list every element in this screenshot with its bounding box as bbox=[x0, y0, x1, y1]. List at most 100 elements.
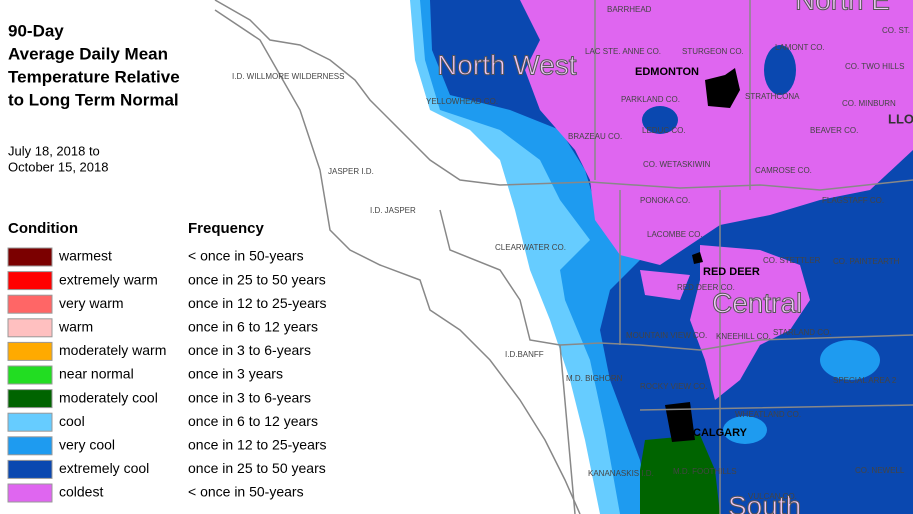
title-line: 90-Day bbox=[8, 21, 64, 40]
cool-patch bbox=[723, 416, 767, 444]
county-label: KNEEHILL CO. bbox=[716, 332, 771, 341]
county-label: ROCKY VIEW CO. bbox=[640, 382, 707, 391]
legend-swatch bbox=[7, 389, 53, 409]
county-label: CAMROSE CO. bbox=[755, 166, 812, 175]
legend-condition: near normal bbox=[59, 366, 134, 382]
legend-swatch bbox=[7, 318, 53, 338]
county-label: CO. TWO HILLS bbox=[845, 62, 904, 71]
county-label: CO. ST. bbox=[882, 26, 910, 35]
city-label: EDMONTON bbox=[635, 66, 699, 78]
county-label: PARKLAND CO. bbox=[621, 95, 680, 104]
county-label: CO. NEWELL bbox=[855, 466, 905, 475]
legend-condition: coldest bbox=[59, 484, 103, 500]
county-label: I.D. JASPER bbox=[370, 206, 416, 215]
date-line: October 15, 2018 bbox=[8, 159, 108, 174]
county-label: LACOMBE CO. bbox=[647, 230, 703, 239]
county-label: CO. PAINTEARTH bbox=[833, 257, 900, 266]
cool-patch bbox=[820, 340, 880, 380]
county-label: CO. STETTLER bbox=[763, 256, 821, 265]
boundary bbox=[214, 0, 913, 191]
county-label: STARLAND CO. bbox=[773, 328, 832, 337]
legend-frequency: once in 25 to 50 years bbox=[188, 460, 326, 476]
legend-frequency: once in 12 to 25-years bbox=[188, 437, 327, 453]
legend-swatch bbox=[7, 247, 53, 267]
coldest-patch bbox=[640, 270, 690, 300]
county-label: BEAVER CO. bbox=[810, 126, 858, 135]
county-label: LAC STE. ANNE CO. bbox=[585, 47, 661, 56]
county-label: M.D. BIGHORN bbox=[566, 374, 623, 383]
county-label: VULCAN CO. bbox=[748, 492, 797, 501]
county-label: PONOKA CO. bbox=[640, 196, 690, 205]
county-label: BRAZEAU CO. bbox=[568, 132, 622, 141]
county-label: FLAGSTAFF CO. bbox=[822, 196, 884, 205]
county-label: YELLOWHEAD CO. bbox=[426, 97, 498, 106]
legend-frequency: < once in 50-years bbox=[188, 484, 304, 500]
region-label: North E bbox=[795, 0, 890, 15]
legend-frequency: once in 6 to 12 years bbox=[188, 413, 318, 429]
legend-frequency: once in 3 years bbox=[188, 366, 283, 382]
county-label: CLEARWATER CO. bbox=[495, 243, 566, 252]
county-label: LAMONT CO. bbox=[775, 43, 825, 52]
county-label: BARRHEAD bbox=[607, 5, 652, 14]
county-label: CO. WETASKIWIN bbox=[643, 160, 711, 169]
legend-condition: cool bbox=[59, 413, 85, 429]
region-label: South bbox=[728, 490, 801, 514]
frequency-header: Frequency bbox=[188, 220, 265, 237]
county-label: MOUNTAIN VIEW CO. bbox=[626, 331, 707, 340]
legend-condition: warmest bbox=[58, 248, 112, 264]
city-edmonton bbox=[705, 68, 740, 108]
county-label: STRATHCONA bbox=[745, 92, 800, 101]
county-label: CO. MINBURN bbox=[842, 99, 896, 108]
boundary bbox=[559, 0, 913, 514]
city-label: RED DEER bbox=[703, 266, 760, 278]
legend-swatch bbox=[7, 483, 53, 503]
legend-frequency: once in 3 to 6-years bbox=[188, 342, 311, 358]
county-label: RED DEER CO. bbox=[677, 283, 735, 292]
county-label: KANANASKIS I.D. bbox=[588, 469, 654, 478]
county-label: I.D. WILLMORE WILDERNESS bbox=[232, 72, 344, 81]
title-line: Average Daily Mean bbox=[8, 44, 168, 63]
county-label: JASPER I.D. bbox=[328, 167, 374, 176]
cold-patch bbox=[764, 45, 796, 95]
moderately-cool-area bbox=[640, 435, 720, 514]
county-label: LEDUC CO. bbox=[642, 126, 686, 135]
map-labels: North West North E Central South EDMONTON RED… bbox=[232, 0, 913, 514]
legend-condition: warm bbox=[58, 319, 93, 335]
region-label: North West bbox=[437, 49, 577, 80]
legend-frequency: < once in 50-years bbox=[188, 248, 304, 264]
city-label: CALGARY bbox=[693, 427, 748, 439]
map-fills bbox=[410, 0, 913, 514]
boundary bbox=[214, 9, 581, 514]
title-line: to Long Term Normal bbox=[8, 90, 179, 109]
city-red-deer bbox=[692, 252, 703, 264]
legend-frequency: once in 6 to 12 years bbox=[188, 319, 318, 335]
legend-frequency: once in 3 to 6-years bbox=[188, 389, 311, 405]
legend-swatch bbox=[7, 412, 53, 432]
county-label: SPECIAL AREA 2 bbox=[833, 376, 897, 385]
legend-frequency: once in 25 to 50 years bbox=[188, 271, 326, 287]
legend-condition: very warm bbox=[59, 295, 124, 311]
date-line: July 18, 2018 to bbox=[8, 143, 100, 158]
legend-swatch bbox=[7, 459, 53, 479]
city-calgary bbox=[665, 402, 695, 442]
legend-swatch bbox=[7, 341, 53, 361]
legend-swatch bbox=[7, 365, 53, 385]
county-label: LLO bbox=[888, 111, 913, 126]
cold-patch bbox=[642, 106, 678, 134]
legend-condition: extremely cool bbox=[59, 460, 149, 476]
legend-condition: very cool bbox=[59, 437, 115, 453]
coldest-north bbox=[520, 0, 913, 265]
legend-condition: moderately warm bbox=[59, 342, 166, 358]
county-label: STURGEON CO. bbox=[682, 47, 744, 56]
legend-frequency: once in 12 to 25-years bbox=[188, 295, 327, 311]
region-label: Central bbox=[712, 287, 802, 318]
legend-condition: moderately cool bbox=[59, 389, 158, 405]
legend-swatch bbox=[7, 436, 53, 456]
legend-swatch bbox=[7, 294, 53, 314]
condition-header: Condition bbox=[8, 220, 78, 237]
legend-condition: extremely warm bbox=[59, 271, 158, 287]
title-line: Temperature Relative bbox=[8, 67, 180, 86]
county-label: WHEATLAND CO. bbox=[735, 410, 801, 419]
county-label: M.D. FOOTHILLS bbox=[673, 467, 737, 476]
